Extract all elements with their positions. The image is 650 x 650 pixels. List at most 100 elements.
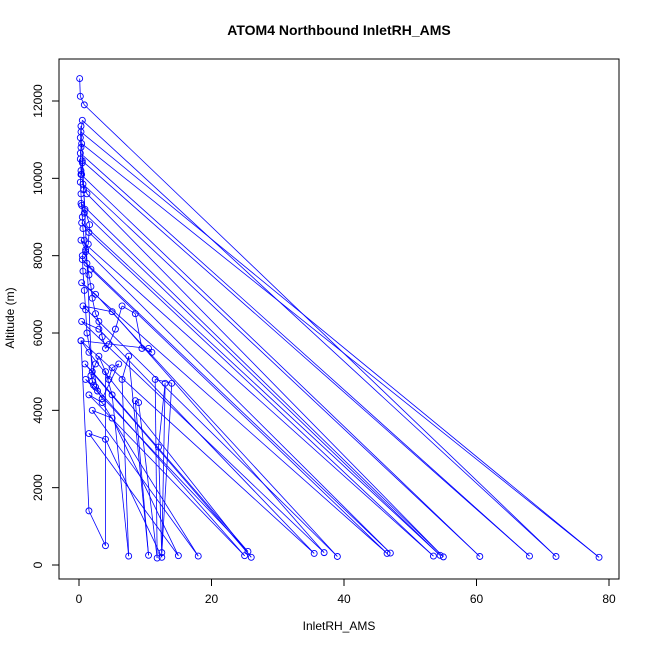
data-point: [161, 379, 169, 387]
series-segment: [81, 282, 388, 554]
series-segment: [91, 410, 199, 557]
series-segment: [82, 259, 391, 554]
series-segment: [115, 305, 123, 330]
series-segment: [82, 305, 113, 313]
data-point: [78, 256, 86, 263]
series-segment: [82, 228, 85, 241]
data-point: [85, 391, 93, 399]
data-point: [131, 397, 139, 405]
data-point: [552, 553, 560, 560]
data-point: [80, 209, 88, 217]
data-point: [158, 549, 166, 557]
series-segment: [80, 239, 434, 557]
data-point: [92, 310, 100, 318]
x-tick-label: 40: [337, 592, 351, 606]
data-point: [76, 178, 84, 186]
data-point: [95, 325, 103, 333]
data-point: [85, 507, 93, 515]
y-tick-label: 10000: [31, 161, 45, 195]
series-segment: [111, 417, 179, 556]
data-point: [595, 553, 603, 561]
chart-title: ATOM4 Northbound InletRH_AMS: [227, 22, 450, 38]
data-point: [79, 267, 87, 275]
data-point: [76, 92, 84, 100]
x-tick-label: 60: [470, 592, 484, 606]
series-segment: [90, 286, 93, 299]
series-segment: [79, 170, 82, 183]
data-point: [244, 548, 252, 555]
data-point: [95, 317, 103, 325]
data-point: [436, 551, 444, 559]
data-point: [102, 345, 109, 352]
data-point: [383, 549, 391, 557]
data-point: [85, 430, 93, 437]
data-point: [148, 348, 156, 356]
data-point: [241, 552, 249, 560]
data-point: [80, 287, 88, 294]
data-point: [108, 391, 116, 399]
data-point: [78, 171, 86, 178]
data-point: [86, 221, 94, 229]
series-segment: [84, 212, 441, 556]
series-segment: [81, 216, 84, 229]
series-segment: [80, 131, 600, 558]
series-segment: [141, 348, 153, 353]
data-point: [90, 381, 98, 389]
data-point: [108, 364, 116, 372]
data-point: [111, 325, 119, 333]
data-point: [85, 348, 93, 356]
y-tick-label: 12000: [31, 84, 45, 118]
series-segment: [86, 332, 98, 392]
data-point: [76, 134, 84, 142]
series-segment: [81, 143, 600, 558]
series-segment: [92, 409, 113, 419]
data-point: [125, 352, 133, 360]
series-segment: [158, 383, 166, 448]
data-point: [115, 360, 123, 368]
data-point: [87, 372, 95, 379]
series-segment: [111, 394, 130, 557]
data-point: [333, 553, 341, 560]
data-point: [386, 549, 394, 557]
series-segment: [98, 328, 315, 554]
series-segment: [88, 433, 179, 556]
data-point: [174, 552, 182, 560]
x-tick-label: 0: [76, 592, 83, 606]
data-point: [168, 379, 176, 387]
series-segment: [79, 96, 85, 106]
data-point: [78, 159, 86, 167]
data-point: [118, 375, 126, 383]
series-segment: [80, 193, 83, 206]
series-segment: [82, 259, 92, 270]
data-point: [153, 554, 161, 562]
x-axis: 0 20 40 60 80: [76, 578, 616, 606]
series-segment: [90, 375, 94, 386]
series-segment: [82, 183, 481, 557]
series-segment: [79, 147, 82, 160]
y-tick-label: 6000: [31, 319, 45, 346]
y-axis-label: Altitude (m): [3, 287, 17, 348]
series-segment: [85, 379, 96, 388]
data-point: [78, 317, 86, 325]
data-point: [98, 395, 106, 403]
series-segment: [154, 379, 158, 559]
series-segment: [95, 313, 100, 322]
series-segment: [111, 311, 325, 553]
data-point: [78, 213, 86, 221]
series-segment: [82, 305, 338, 557]
data-point: [80, 101, 88, 109]
data-point: [78, 279, 86, 287]
data-point: [83, 329, 91, 337]
data-point: [76, 75, 84, 83]
series-segment: [80, 340, 149, 349]
series-segment: [161, 383, 173, 553]
series-segment: [95, 294, 338, 557]
data-point: [105, 375, 113, 383]
series-segment: [121, 379, 130, 557]
series-segment: [81, 222, 441, 556]
data-point: [138, 345, 146, 352]
data-point: [92, 383, 100, 391]
series-lines: [79, 78, 600, 559]
series-segment: [80, 340, 90, 353]
data-point: [88, 406, 96, 414]
